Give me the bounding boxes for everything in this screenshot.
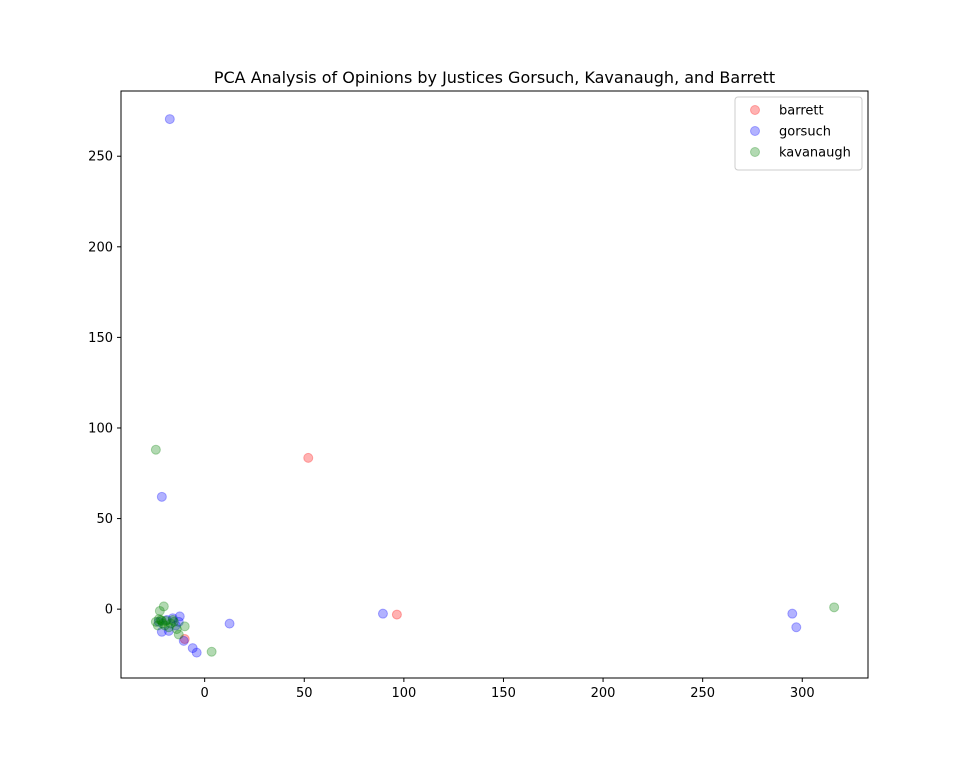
point-gorsuch-16 [153,616,164,627]
point-gorsuch-13 [173,616,184,627]
point-kavanaugh-9 [160,615,171,626]
point-kavanaugh-0 [150,444,161,455]
point-gorsuch-9 [178,635,189,646]
legend-label-barrett: barrett [779,104,824,119]
legend-marker-gorsuch [750,126,760,136]
point-gorsuch-6 [156,626,167,637]
chart-title: PCA Analysis of Opinions by Justices Gor… [214,68,775,87]
y-tick-label: 50 [96,512,113,527]
x-tick-label: 250 [690,686,715,701]
x-tick-label: 150 [491,686,516,701]
point-gorsuch-15 [170,620,181,631]
point-kavanaugh-12 [168,616,179,627]
point-kavanaugh-18 [153,614,164,625]
legend: barrett gorsuch kavanaugh [734,96,863,171]
plot-frame [120,90,869,679]
point-barrett-1 [391,609,402,620]
point-kavanaugh-11 [165,618,176,629]
point-kavanaugh-10 [163,622,174,633]
point-gorsuch-12 [167,613,178,624]
point-barrett-2 [179,634,190,645]
point-kavanaugh-3 [158,601,169,612]
legend-label-gorsuch: gorsuch [779,125,831,140]
point-gorsuch-2 [377,608,388,619]
x-tick-label: 50 [296,686,313,701]
point-kavanaugh-4 [154,605,165,616]
y-tick-label: 200 [88,240,113,255]
legend-box [734,96,863,171]
point-kavanaugh-1 [829,602,840,613]
point-kavanaugh-19 [156,615,167,626]
point-gorsuch-14 [161,615,172,626]
point-gorsuch-5 [791,622,802,633]
y-tick-label: 250 [88,150,113,165]
legend-marker-kavanaugh [750,147,760,157]
point-gorsuch-10 [187,643,198,654]
point-gorsuch-7 [163,625,174,636]
point-gorsuch-4 [787,608,798,619]
y-axis: 0 50 100 150 200 250 [88,150,121,618]
point-kavanaugh-13 [171,624,182,635]
x-tick-label: 0 [201,686,209,701]
x-tick-label: 100 [391,686,416,701]
point-gorsuch-0 [164,114,175,125]
point-gorsuch-3 [224,618,235,629]
point-gorsuch-11 [191,647,202,658]
y-tick-label: 100 [88,421,113,436]
legend-label-kavanaugh: kavanaugh [779,146,851,161]
point-kavanaugh-6 [152,620,163,631]
point-kavanaugh-17 [159,620,170,631]
x-axis: 0 50 100 150 200 250 300 [201,678,815,701]
point-gorsuch-1 [156,491,167,502]
legend-marker-barrett [750,105,760,115]
point-kavanaugh-8 [157,618,168,629]
point-barrett-0 [303,452,314,463]
point-kavanaugh-14 [173,629,184,640]
x-tick-label: 200 [591,686,616,701]
point-kavanaugh-15 [179,621,190,632]
point-kavanaugh-16 [167,615,178,626]
point-gorsuch-8 [174,611,185,622]
point-kavanaugh-2 [206,646,217,657]
point-kavanaugh-7 [155,615,166,626]
x-tick-label: 300 [790,686,815,701]
y-tick-label: 150 [88,331,113,346]
point-kavanaugh-5 [150,616,161,627]
points-layer [150,114,840,658]
y-tick-label: 0 [105,603,113,618]
